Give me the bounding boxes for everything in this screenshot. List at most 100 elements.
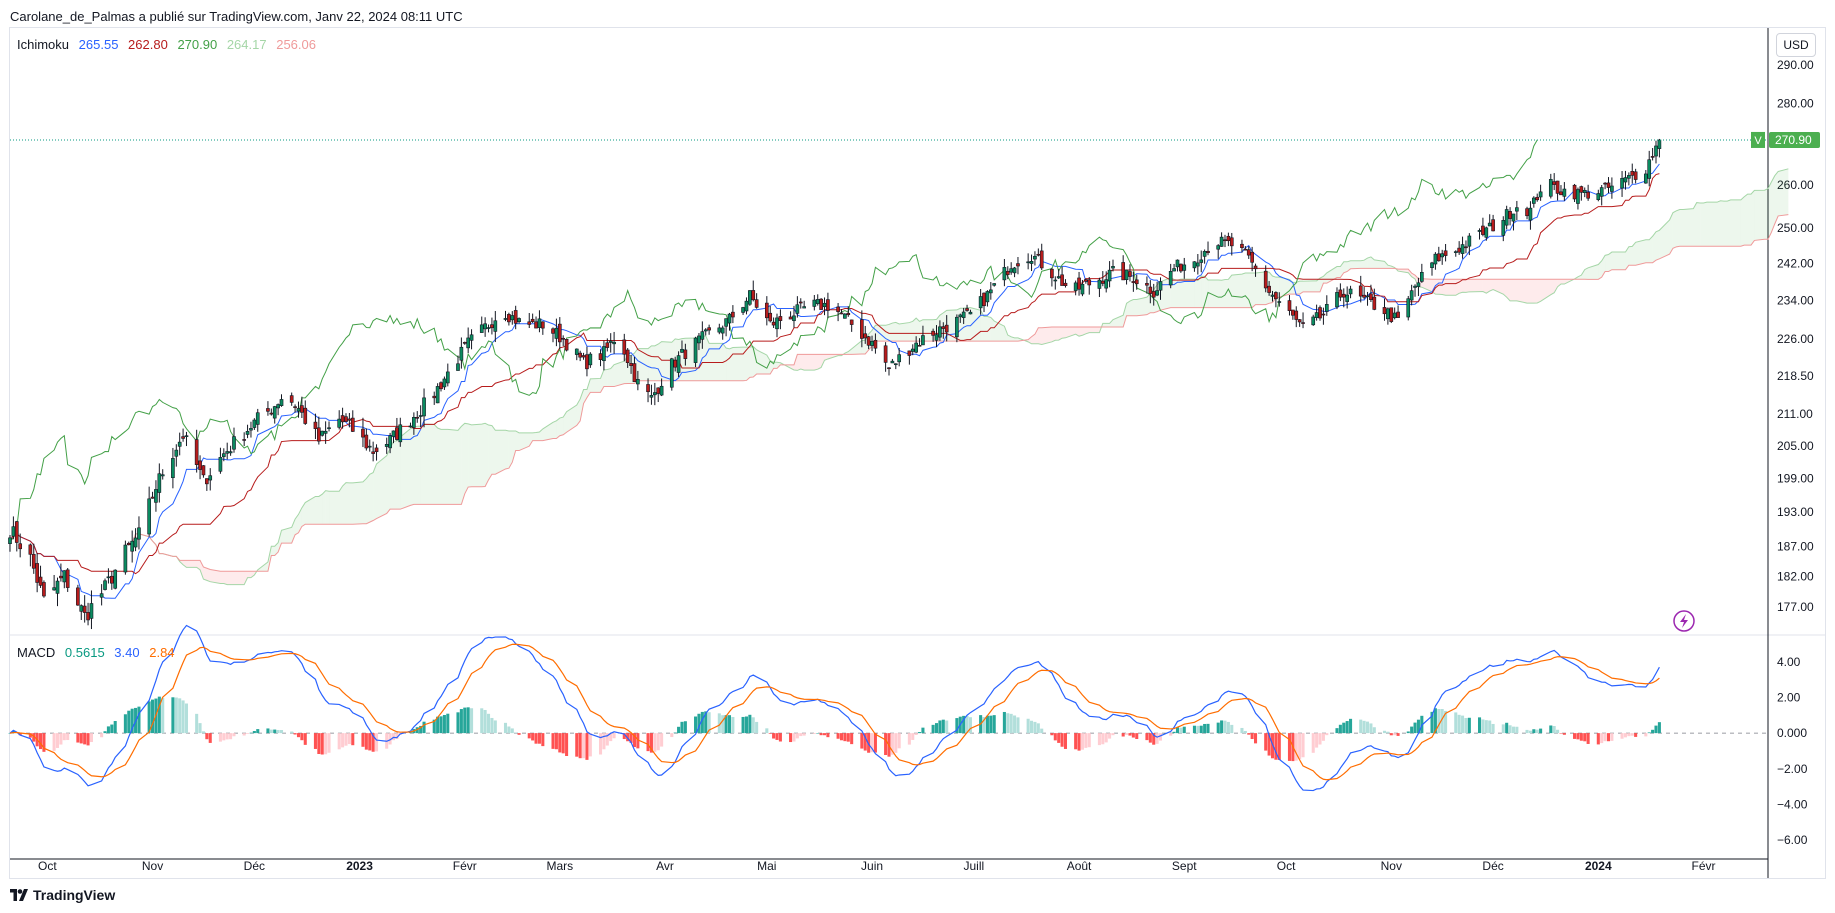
macd-histogram-bar: [660, 733, 664, 747]
ichimoku-cloud-segment: [1581, 269, 1585, 280]
macd-histogram-bar: [1651, 729, 1655, 734]
ichimoku-cloud-segment: [386, 448, 391, 514]
ichimoku-cloud-segment: [1014, 337, 1018, 342]
macd-histogram-bar: [293, 733, 297, 735]
macd-histogram-bar: [110, 724, 114, 734]
candle-body: [741, 307, 745, 313]
candle-body: [1104, 279, 1109, 289]
ichimoku-cloud-segment: [247, 571, 251, 578]
macd-histogram-bar: [510, 728, 514, 734]
macd-histogram-bar: [1464, 717, 1468, 734]
candle-body: [1148, 286, 1153, 294]
candle-body: [272, 406, 277, 419]
candle-body: [228, 451, 233, 454]
macd-histogram-bar: [246, 733, 250, 734]
candle-body: [887, 367, 891, 370]
ichimoku-cloud-segment: [1527, 279, 1531, 304]
ichimoku-cloud-segment: [576, 398, 581, 426]
macd-histogram-bar: [103, 731, 107, 734]
price-tick-label: 280.00: [1777, 97, 1814, 111]
macd-histogram-bar: [585, 733, 589, 760]
macd-histogram-bar: [884, 733, 888, 756]
ichimoku-cloud-segment: [1218, 279, 1222, 308]
currency-button[interactable]: USD: [1776, 33, 1816, 57]
time-axis-label: Déc: [1482, 859, 1503, 873]
macd-histogram-bar: [388, 733, 392, 745]
tradingview-logo-icon: [10, 889, 28, 901]
ichimoku-cloud-segment: [1058, 327, 1063, 341]
candle-body: [276, 404, 280, 409]
ichimoku-cloud-segment: [1577, 275, 1582, 280]
ichimoku-cloud-segment: [529, 432, 533, 447]
ichimoku-cloud-segment: [1764, 188, 1768, 240]
macd-histogram-bar: [1196, 725, 1200, 734]
macd-histogram-bar: [941, 719, 945, 734]
candle-body: [1155, 290, 1159, 296]
ichimoku-cloud-segment: [922, 319, 934, 342]
ichimoku-cloud-segment: [1625, 246, 1629, 270]
ichimoku-cloud-segment: [1611, 252, 1623, 270]
macd-histogram-bar: [174, 697, 178, 734]
macd-histogram-bar: [612, 733, 616, 739]
ichimoku-cloud-segment: [654, 344, 659, 381]
candle-body: [934, 334, 939, 341]
ichimoku-cloud-segment: [1079, 327, 1083, 337]
macd-histogram-bar: [1366, 721, 1370, 734]
macd-histogram-bar: [337, 733, 341, 750]
macd-histogram-bar: [1515, 726, 1519, 734]
candle-body: [1243, 248, 1248, 251]
candle-body: [1552, 181, 1557, 185]
candle-body: [303, 407, 308, 424]
macd-histogram-bar: [1382, 730, 1387, 734]
candle-body: [537, 318, 542, 328]
candle-body: [530, 318, 535, 322]
macd-histogram-bar: [1033, 721, 1037, 734]
ichimoku-cloud-segment: [1720, 200, 1724, 247]
tradingview-footer: TradingView: [10, 887, 115, 903]
macd-histogram-bar: [1556, 729, 1560, 734]
macd-histogram-bar: [229, 733, 233, 740]
macd-histogram-bar: [1125, 733, 1129, 735]
macd-histogram-bar: [968, 717, 972, 734]
ichimoku-cloud-segment: [1034, 327, 1039, 344]
macd-histogram-bar: [290, 731, 294, 734]
candle-body: [1372, 296, 1377, 310]
macd-histogram-bar: [575, 733, 579, 757]
ichimoku-cloud-segment: [821, 354, 825, 368]
candle-body: [415, 416, 420, 419]
macd-histogram-bar: [55, 733, 60, 748]
candle-body: [31, 554, 36, 569]
ichimoku-cloud-segment: [1706, 202, 1718, 247]
ichimoku-cloud-segment: [322, 490, 326, 525]
ichimoku-cloud-segment: [1133, 299, 1137, 316]
ichimoku-cloud-segment: [434, 424, 438, 505]
ichimoku-cloud-segment: [556, 418, 560, 439]
candle-body: [578, 352, 582, 358]
candle-body: [8, 537, 12, 544]
macd-histogram-bar: [324, 733, 328, 755]
macd-histogram-bar: [744, 716, 748, 734]
macd-histogram-bar: [982, 717, 986, 734]
macd-histogram-bar: [731, 717, 735, 734]
candle-body: [1080, 283, 1085, 295]
macd-histogram-bar: [28, 733, 32, 738]
candle-body: [1267, 285, 1271, 293]
macd-histogram-bar: [1311, 733, 1315, 753]
ichimoku-cloud-segment: [1598, 260, 1602, 280]
price-tick-label: 226.00: [1777, 332, 1814, 346]
candle-body: [171, 458, 175, 479]
chart-frame: [9, 27, 1826, 879]
macd-histogram-bar: [1158, 733, 1163, 741]
candle-body: [157, 473, 162, 493]
candle-body: [1460, 244, 1465, 254]
ichimoku-cloud-segment: [553, 420, 557, 439]
ichimoku-cloud-segment: [946, 309, 957, 342]
candle-body: [843, 313, 847, 319]
macd-histogram-bar: [527, 733, 531, 739]
candle-body: [581, 355, 586, 358]
candle-body: [1630, 171, 1635, 176]
candle-body: [941, 326, 946, 329]
ichimoku-cloud-segment: [583, 389, 587, 404]
ichimoku-cloud-segment: [1513, 279, 1517, 301]
